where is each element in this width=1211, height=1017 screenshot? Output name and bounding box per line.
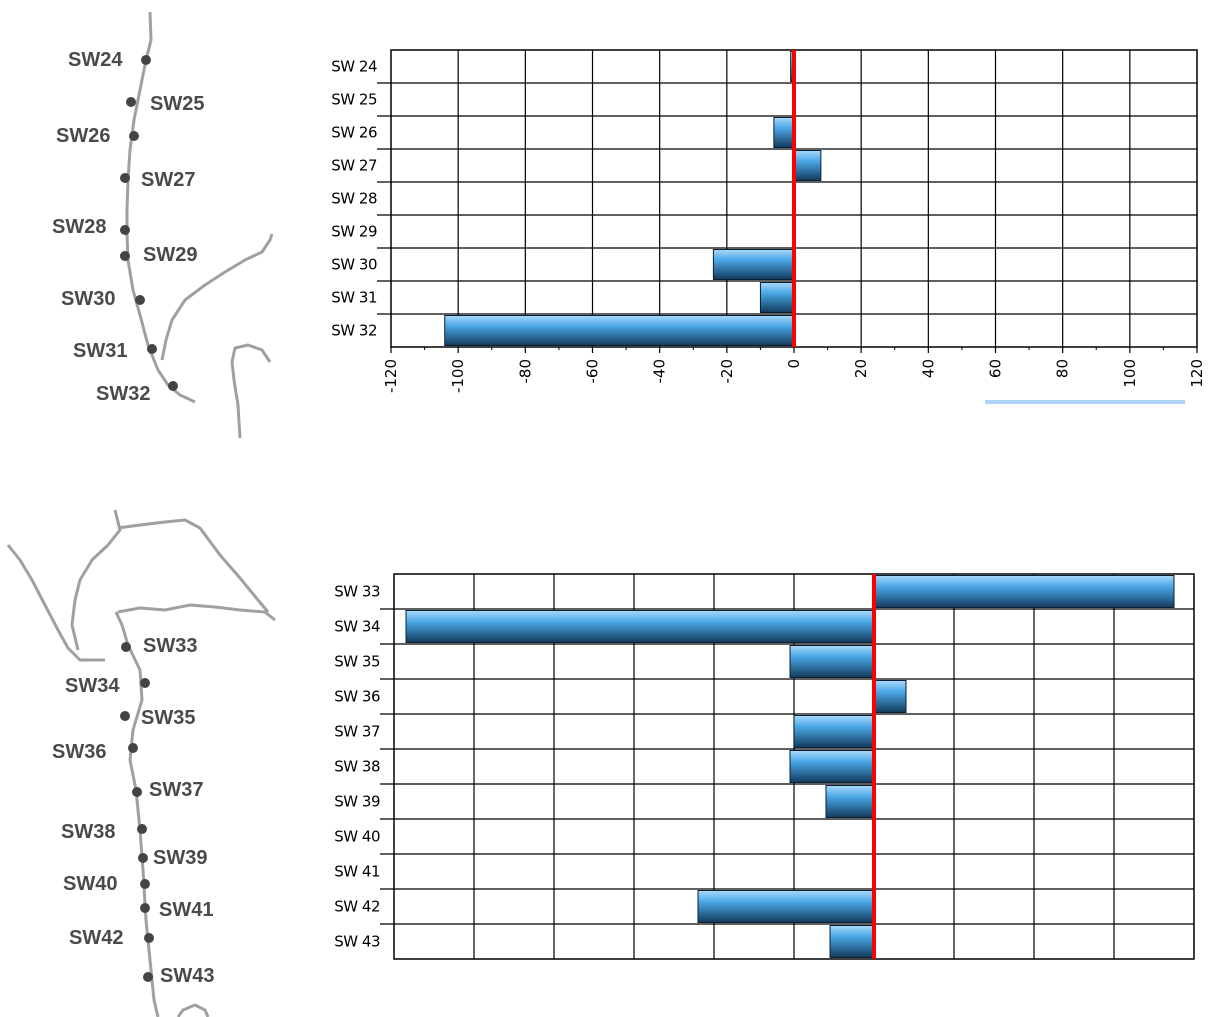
station-label-sw28: SW28: [52, 216, 106, 238]
station-dot-sw31: [147, 344, 157, 354]
x-tick-label: -100: [449, 359, 467, 393]
station-dot-sw33: [121, 642, 131, 652]
station-dot-sw38: [137, 824, 147, 834]
bar-sw36: [873, 680, 907, 713]
category-label: SW 25: [331, 91, 377, 109]
map-1-coastline: [125, 11, 274, 439]
category-label: SW 40: [334, 828, 380, 846]
category-label: SW 31: [331, 289, 377, 307]
x-tick-label: 40: [919, 359, 937, 378]
category-label: SW 42: [334, 898, 380, 916]
station-label-sw33: SW33: [143, 635, 197, 657]
x-tick-label: -60: [584, 359, 602, 384]
station-label-sw41: SW41: [159, 899, 213, 921]
station-dot-sw28: [120, 225, 130, 235]
map-2-stations: SW33 SW34 SW35 SW36 SW37 SW38 SW39 SW40 SW41 SW42…: [52, 635, 214, 987]
station-label-sw37: SW37: [149, 779, 203, 801]
category-label: SW 33: [334, 583, 380, 601]
bar-sw32: [444, 315, 795, 346]
map-1-stations: SW24 SW25 SW26 SW27 SW28 SW29 SW30 SW31 SW32: [52, 49, 204, 405]
station-dot-sw34: [140, 678, 150, 688]
station-dot-sw37: [132, 787, 142, 797]
station-label-sw40: SW40: [63, 873, 117, 895]
bar-sw26: [773, 117, 795, 148]
station-label-sw38: SW38: [61, 821, 115, 843]
map-2-coastline: [6, 509, 276, 1017]
bar-sw38: [789, 750, 875, 783]
station-dot-sw42: [144, 933, 154, 943]
x-tick-label: -120: [382, 359, 400, 393]
station-dot-sw32: [168, 381, 178, 391]
bar-sw31: [759, 282, 795, 313]
watermark-artifact: [985, 400, 1185, 404]
station-dot-sw39: [138, 853, 148, 863]
x-tick-label: 120: [1188, 359, 1206, 388]
station-label-sw35: SW35: [141, 707, 195, 729]
category-label: SW 34: [334, 618, 380, 636]
station-label-sw29: SW29: [143, 244, 197, 266]
station-label-sw43: SW43: [160, 965, 214, 987]
station-label-sw26: SW26: [56, 125, 110, 147]
category-label: SW 27: [331, 157, 377, 175]
station-dot-sw24: [141, 55, 151, 65]
x-tick-label: 60: [987, 359, 1005, 378]
category-label: SW 36: [334, 688, 380, 706]
x-tick-label: -80: [516, 359, 534, 384]
category-label: SW 26: [331, 124, 377, 142]
station-label-sw34: SW34: [65, 675, 120, 697]
x-tick-label: -40: [651, 359, 669, 384]
station-dot-sw35: [120, 711, 130, 721]
bar-sw27: [793, 150, 822, 181]
station-dot-sw41: [140, 903, 150, 913]
bar-sw30: [712, 249, 795, 280]
station-label-sw24: SW24: [68, 49, 123, 71]
bar-sw37: [793, 715, 875, 748]
chart-1: SW 24 SW 25 SW 26 SW 27 SW 28 SW 29 SW 30 SW 31…: [331, 49, 1206, 393]
x-tick-label: 80: [1054, 359, 1072, 378]
chart-2: SW 33 SW 34 SW 35 SW 36 SW 37 SW 38 SW 39 SW 40…: [334, 573, 1195, 960]
bar-sw35: [789, 645, 875, 678]
bar-sw34: [405, 610, 875, 643]
station-label-sw25: SW25: [150, 93, 204, 115]
station-label-sw31: SW31: [73, 340, 127, 362]
category-label: SW 41: [334, 863, 380, 881]
category-label: SW 35: [334, 653, 380, 671]
category-label: SW 29: [331, 223, 377, 241]
station-label-sw42: SW42: [69, 927, 123, 949]
category-label: SW 24: [331, 58, 377, 76]
station-dot-sw26: [129, 131, 139, 141]
category-label: SW 28: [331, 190, 377, 208]
station-dot-sw27: [120, 173, 130, 183]
category-label: SW 43: [334, 933, 380, 951]
x-tick-label: -20: [718, 359, 736, 384]
station-label-sw30: SW30: [61, 288, 115, 310]
x-tick-label: 100: [1121, 359, 1139, 388]
bar-sw43: [829, 925, 875, 958]
station-dot-sw40: [140, 879, 150, 889]
station-label-sw27: SW27: [141, 169, 195, 191]
bar-sw33: [873, 575, 1175, 608]
category-label: SW 39: [334, 793, 380, 811]
station-dot-sw25: [126, 97, 136, 107]
station-dot-sw43: [143, 972, 153, 982]
station-label-sw36: SW36: [52, 741, 106, 763]
station-label-sw32: SW32: [96, 383, 150, 405]
station-dot-sw30: [135, 295, 145, 305]
bar-sw42: [697, 890, 875, 923]
bar-sw39: [825, 785, 875, 818]
x-tick-label: 20: [852, 359, 870, 378]
station-label-sw39: SW39: [153, 847, 207, 869]
category-label: SW 30: [331, 256, 377, 274]
category-label: SW 37: [334, 723, 380, 741]
station-dot-sw36: [128, 743, 138, 753]
category-label: SW 32: [331, 322, 377, 340]
x-tick-label: 0: [785, 359, 803, 369]
station-dot-sw29: [120, 251, 130, 261]
category-label: SW 38: [334, 758, 380, 776]
